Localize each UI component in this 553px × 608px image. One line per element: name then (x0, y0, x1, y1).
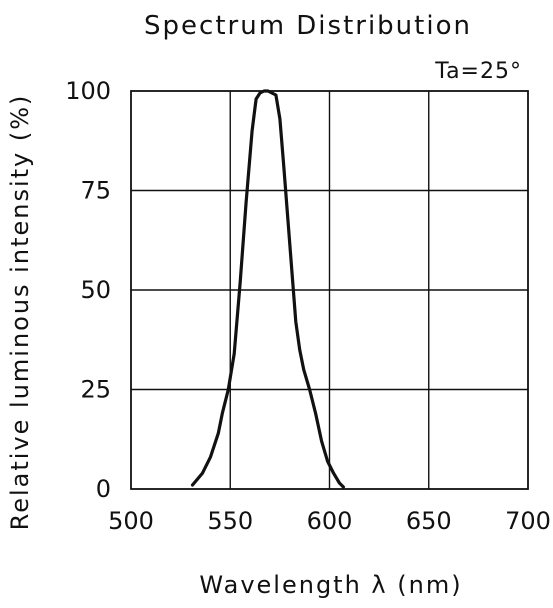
y-tick-label: 75 (80, 177, 111, 205)
y-tick-labels: 0 25 50 75 100 (65, 77, 111, 503)
x-axis-label: Wavelength λ (nm) (199, 571, 462, 599)
x-tick-label: 700 (505, 507, 551, 535)
y-tick-label: 50 (80, 276, 111, 304)
temperature-annotation: Ta=25° (434, 59, 522, 84)
x-tick-labels: 500 550 600 650 700 (108, 507, 551, 535)
x-tick-label: 650 (406, 507, 452, 535)
grid-lines (131, 91, 528, 489)
x-tick-label: 600 (307, 507, 353, 535)
y-tick-label: 100 (65, 77, 111, 105)
y-tick-label: 25 (80, 376, 111, 404)
chart-title: Spectrum Distribution (144, 11, 472, 41)
y-axis-label: Relative luminous intensity (%) (6, 94, 34, 531)
y-tick-label: 0 (96, 475, 111, 503)
x-tick-label: 550 (207, 507, 253, 535)
spectrum-series-line (190, 89, 345, 489)
x-tick-label: 500 (108, 507, 154, 535)
